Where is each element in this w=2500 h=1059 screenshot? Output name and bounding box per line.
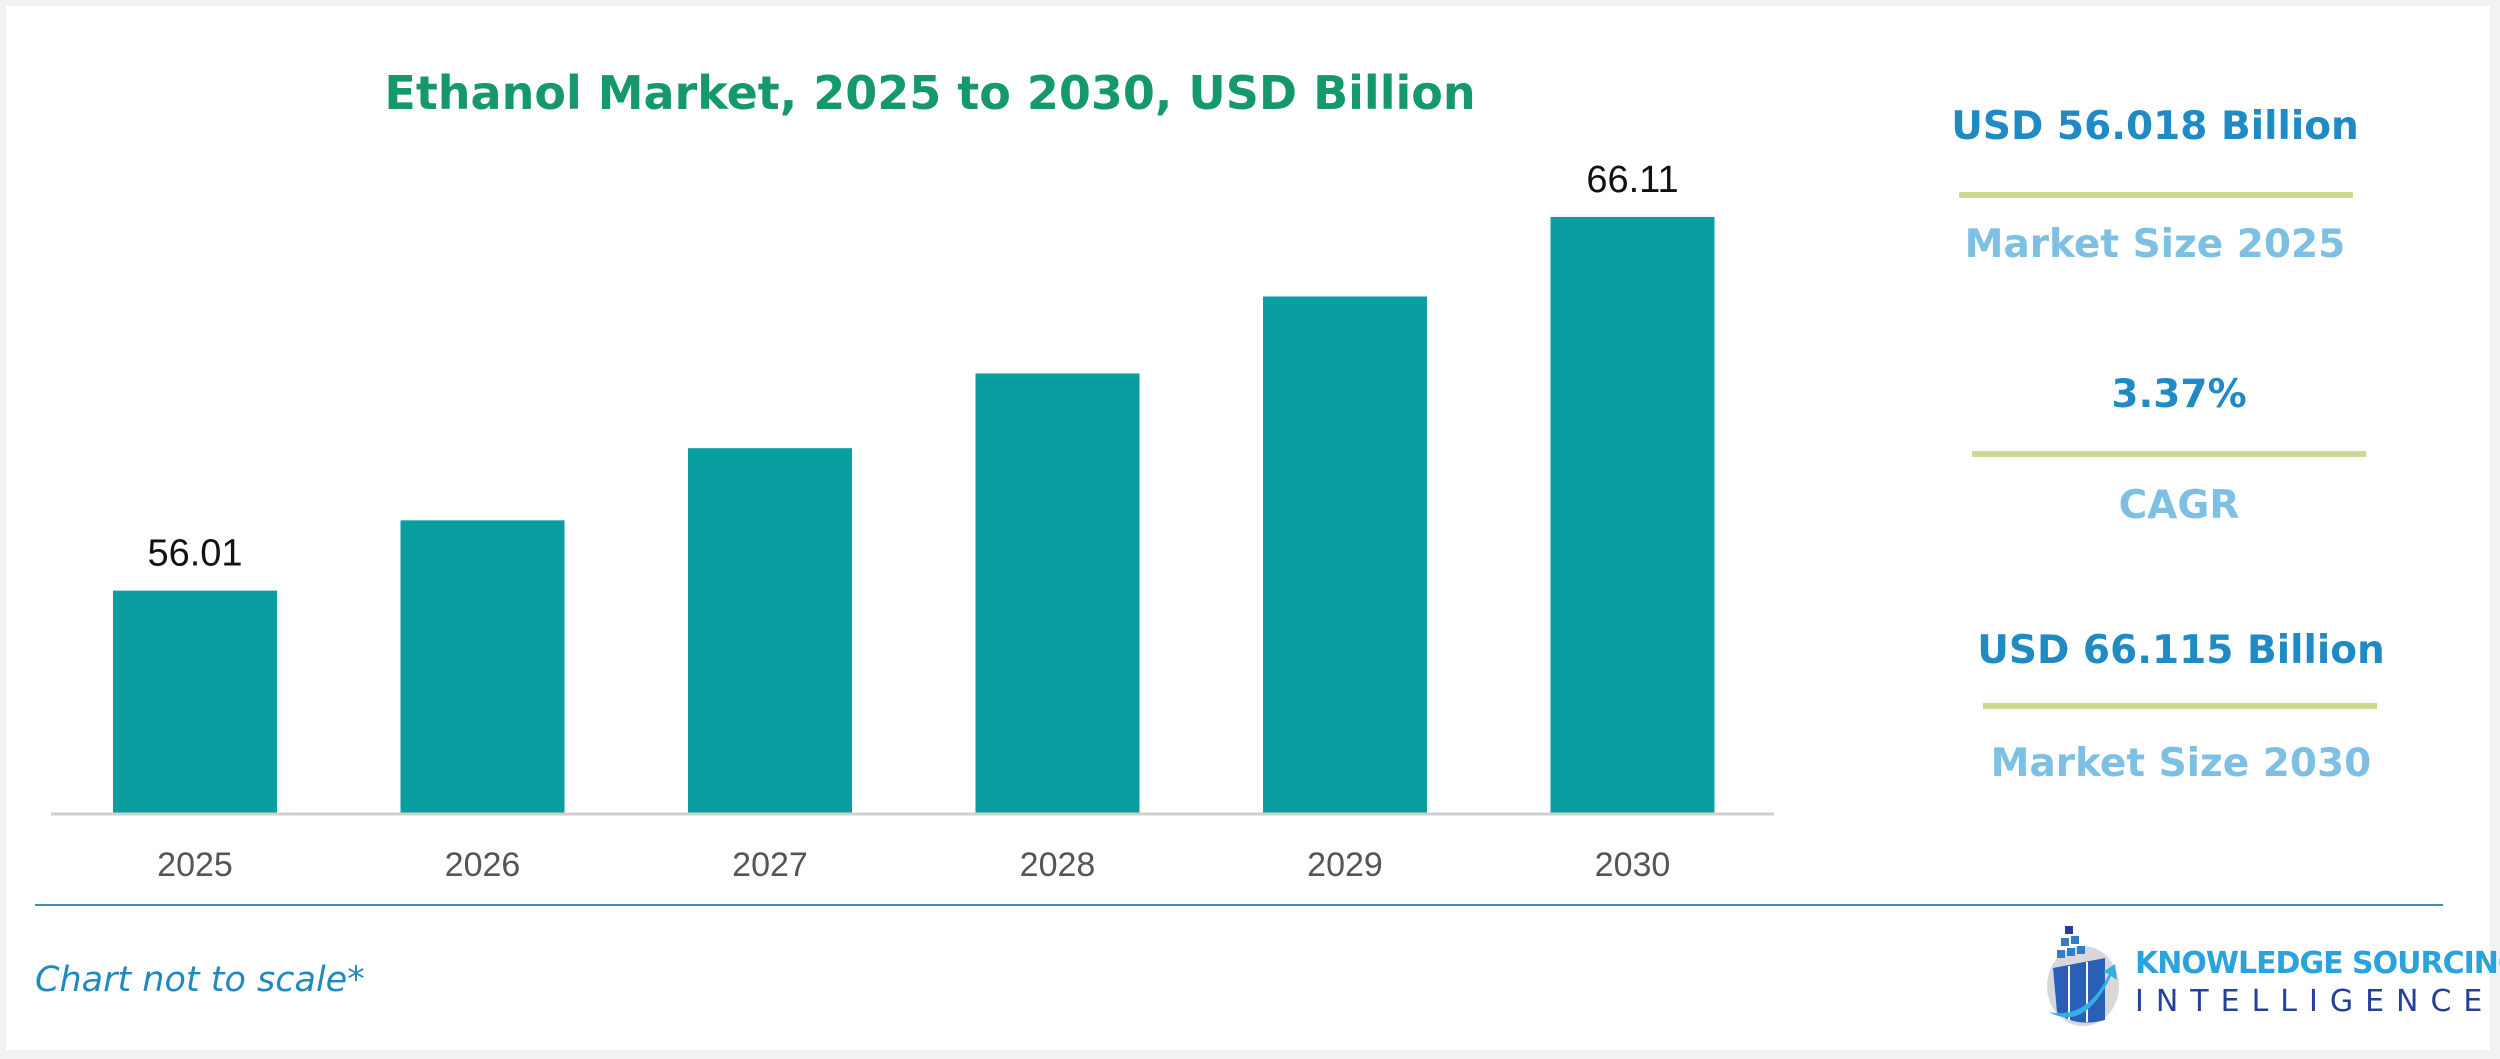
bar-2028 [975, 373, 1140, 813]
x-tick-label: 2027 [732, 846, 808, 884]
company-logo: KNOWLEDGE SOURCING INTELLIGENCE [2035, 920, 2500, 1030]
chart-title: Ethanol Market, 2025 to 2030, USD Billio… [384, 66, 1476, 120]
bar-2030 [1550, 216, 1715, 813]
x-tick-label: 2030 [1595, 846, 1671, 884]
footer-divider [35, 904, 2443, 906]
kpi-market-size-2030-value: USD 66.115 Billion [1977, 628, 2385, 673]
data-label: 66.11 [1586, 159, 1678, 201]
kpi-market-size-2030-label: Market Size 2030 [1990, 741, 2372, 786]
kpi-divider [1983, 703, 2377, 709]
kpi-cagr-value: 3.37% [2111, 372, 2247, 417]
x-tick-label: 2026 [445, 846, 521, 884]
bar-2027 [688, 448, 852, 813]
kpi-market-size-2025-value: USD 56.018 Billion [1951, 104, 2359, 149]
kpi-cagr-label: CAGR [2118, 483, 2240, 528]
bar-2029 [1263, 296, 1427, 814]
footnote: Chart not to scale* [35, 960, 365, 1000]
x-tick-label: 2028 [1020, 846, 1096, 884]
data-label: 56.01 [147, 533, 242, 575]
x-tick-label: 2029 [1307, 846, 1383, 884]
logo-text-line1: KNOWLEDGE SOURCING [2135, 946, 2500, 981]
bar-2026 [400, 520, 565, 813]
bar-2025 [113, 590, 277, 813]
kpi-market-size-2025-label: Market Size 2025 [1964, 222, 2346, 267]
kpi-divider [1959, 192, 2353, 198]
logo-icon [2047, 926, 2119, 1026]
logo-text-line2: INTELLIGENCE [2135, 984, 2495, 1019]
x-tick-label: 2025 [157, 846, 233, 884]
kpi-divider [1972, 451, 2366, 457]
bar-chart: 2025 56.01 2026 2027 2028 2029 2030 66.11 [51, 159, 1774, 884]
